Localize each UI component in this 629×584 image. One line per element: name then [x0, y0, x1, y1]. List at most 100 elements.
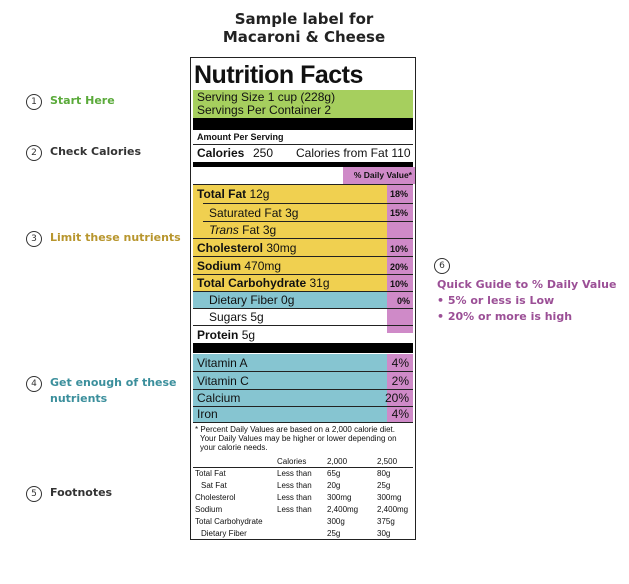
table-cell: Less than [277, 481, 312, 490]
nutrient-row-cholesterol: Cholesterol 30mg 10% [193, 239, 413, 256]
table-cell: 300g [327, 517, 345, 526]
step-number-5: 5 [26, 486, 42, 502]
nutrient-row-dietary-fiber: Dietary Fiber 0g [193, 292, 387, 308]
annotation-text-start-here: Start Here [50, 94, 115, 107]
daily-value-header: % Daily Value* [353, 170, 412, 180]
vitamin-row-iron: Iron 4% [193, 406, 413, 422]
vitamin-name-c: Vitamin C [197, 374, 249, 388]
divider-row [193, 325, 413, 326]
nutrient-row-total-carbohydrate: Total Carbohydrate 31g 10% [193, 274, 413, 291]
title-line-1: Sample label for [234, 10, 374, 28]
nutrient-name-sugars: Sugars [209, 310, 248, 324]
divider-row [203, 203, 413, 204]
footnote-line-3: your calorie needs. [200, 443, 268, 452]
amount-per-serving: Amount Per Serving [197, 132, 284, 142]
table-cell: 2,400mg [377, 505, 409, 514]
nutrient-name-total-fat: Total Fat [197, 187, 247, 201]
nutrient-row-saturated-fat: Saturated Fat 3g 15% [193, 204, 413, 221]
table-cell: Total Carbohydrate [195, 517, 263, 526]
table-cell: 2,400mg [327, 505, 359, 514]
footnote-line-1: * Percent Daily Values are based on a 2,… [195, 425, 395, 434]
divider-row [193, 389, 413, 390]
divider-row [193, 256, 413, 257]
table-header-2000: 2,000 [327, 457, 348, 466]
table-header-calories: Calories [277, 457, 307, 466]
serving-size: Serving Size 1 cup (228g) [197, 90, 336, 104]
divider-vitamins-end [193, 422, 413, 423]
calories-value: 250 [253, 146, 274, 160]
thick-divider-2 [193, 162, 413, 167]
vitamin-name-a: Vitamin A [197, 356, 248, 370]
nutrient-amount-total-fat: 12g [249, 187, 270, 201]
nutrient-amount-total-carbohydrate: 31g [309, 276, 330, 290]
divider-row [193, 238, 413, 239]
table-cell: Dietary Fiber [201, 529, 247, 538]
nutrient-name-trans: Trans [209, 223, 239, 237]
nutrition-facts-label: Nutrition Facts Serving Size 1 cup (228g… [190, 57, 416, 540]
nutrient-row-protein: Protein 5g [193, 326, 413, 343]
nutrient-dv-total-carbohydrate: 10% [389, 279, 408, 289]
table-cell: Less than [277, 469, 312, 478]
vitamin-dv-calcium: 20% [384, 391, 409, 405]
table-cell: 375g [377, 517, 395, 526]
annotation-text-get-enough-2: nutrients [50, 392, 108, 405]
divider-row [193, 371, 413, 372]
calories-label: Calories [197, 146, 245, 160]
table-cell: 65g [327, 469, 341, 478]
serving-section: Serving Size 1 cup (228g) Servings Per C… [193, 90, 413, 118]
table-cell: 30g [377, 529, 391, 538]
nutrient-dv-total-fat: 18% [389, 189, 408, 199]
nutrient-dv-cholesterol: 10% [389, 244, 408, 254]
nutrient-row-trans-fat: Trans Fat 3g [193, 222, 413, 238]
vitamin-dv-iron: 4% [391, 407, 409, 421]
divider-row [193, 308, 413, 309]
vitamin-row-calcium: Calcium 20% [193, 389, 413, 406]
nutrient-name-sodium: Sodium [197, 259, 241, 273]
table-cell: 25g [377, 481, 391, 490]
annotation-limit-nutrients: 3 Limit these nutrients [26, 231, 186, 247]
servings-per-container: Servings Per Container 2 [197, 103, 332, 117]
daily-value-header-row: % Daily Value* [193, 167, 415, 184]
nutrient-row-total-fat: Total Fat 12g 18% [193, 185, 413, 203]
annotation-text-footnotes: Footnotes [50, 486, 113, 499]
table-cell: Cholesterol [195, 493, 236, 502]
vitamin-dv-c: 2% [391, 374, 409, 388]
table-cell: Less than [277, 505, 312, 514]
table-cell: Sodium [195, 505, 223, 514]
table-cell: 300mg [377, 493, 402, 502]
annotation-start-here: 1 Start Here [26, 94, 176, 110]
divider-row [203, 221, 413, 222]
divider-row [193, 274, 413, 275]
calories-row: Calories 250 Calories from Fat 110 [193, 145, 413, 162]
annotation-get-enough: 4 Get enough of these nutrients [26, 376, 186, 408]
nutrient-dv-saturated-fat: 15% [389, 208, 408, 218]
guide-line-high: • 20% or more is high [437, 310, 573, 323]
nutrient-amount-sugars: 5g [250, 310, 264, 324]
annotation-text-get-enough-1: Get enough of these [50, 376, 177, 389]
nutrient-name-total-carbohydrate: Total Carbohydrate [197, 276, 307, 290]
annotation-text-limit-nutrients: Limit these nutrients [50, 231, 181, 244]
nutrient-amount-protein: 5g [241, 328, 256, 342]
vitamin-row-a: Vitamin A 4% [193, 354, 413, 371]
nutrient-row-sugars: Sugars 5g [193, 309, 413, 325]
divider-dv [193, 184, 413, 185]
nutrient-amount-trans-fat: Fat 3g [242, 223, 277, 237]
divider-row [193, 406, 413, 407]
nutrient-amount-saturated-fat: 3g [285, 206, 299, 220]
nutrient-row-sodium: Sodium 470mg 20% [193, 257, 413, 274]
step-number-1: 1 [26, 94, 42, 110]
guide-line-low: • 5% or less is Low [437, 294, 555, 307]
label-heading: Nutrition Facts [194, 61, 363, 89]
title-line-2: Macaroni & Cheese [222, 28, 386, 46]
divider-amount [193, 144, 413, 145]
table-cell: 300mg [327, 493, 352, 502]
step-number-3: 3 [26, 231, 42, 247]
annotation-check-calories: 2 Check Calories [26, 145, 176, 161]
nutrient-dv-dietary-fiber: 0% [396, 296, 410, 306]
table-cell: 80g [377, 469, 391, 478]
nutrient-name-saturated-fat: Saturated Fat [209, 206, 282, 220]
nutrient-name-protein: Protein [197, 328, 239, 342]
table-header-2500: 2,500 [377, 457, 398, 466]
step-number-6: 6 [434, 258, 450, 274]
table-cell: Less than [277, 493, 312, 502]
